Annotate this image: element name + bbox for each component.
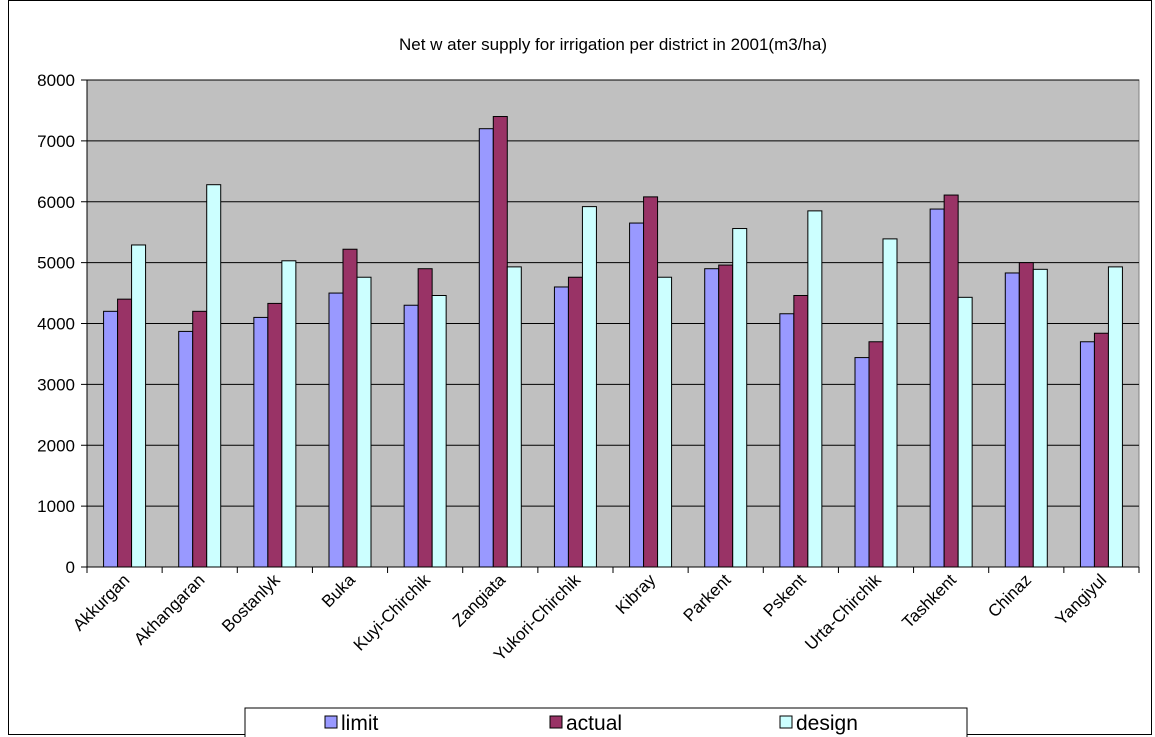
bar-limit-yukori-chirchik (553, 286, 569, 568)
bar-limit-akkurgan (103, 310, 119, 568)
x-tick-label: Urta-Chirchik (801, 570, 885, 654)
bar-actual-urta-chirchik (868, 341, 884, 568)
x-tick-label: Zangiata (449, 570, 510, 631)
y-tick-label: 5000 (37, 254, 75, 273)
legend-box (244, 707, 968, 737)
bar-limit-tashkent (929, 208, 945, 568)
y-tick-label: 6000 (37, 193, 75, 212)
bar-design-tashkent (957, 296, 973, 568)
x-tick-label: Yangiyul (1052, 570, 1111, 629)
legend-swatch-actual (549, 715, 563, 729)
bar-actual-buka (342, 248, 358, 568)
plot-area: 0 1000 2000 3000 4000 5000 6000 7000 8000 Akkurga… (37, 71, 1140, 665)
bar-limit-yangiyul (1079, 341, 1095, 568)
bar-actual-bostanlyk (267, 302, 283, 568)
bar-design-kibray (657, 276, 673, 568)
bar-actual-zangiata (492, 116, 508, 568)
legend-swatch-design (779, 715, 793, 729)
y-tick-label: 1000 (37, 497, 75, 516)
bar-design-parkent (732, 228, 748, 568)
bar-actual-chinaz (1018, 262, 1034, 568)
x-tick-label: Kibray (612, 570, 660, 618)
x-tick-label: Tashkent (898, 570, 960, 632)
legend-swatch-limit (324, 715, 338, 729)
bar-limit-buka (328, 292, 344, 568)
chart-title: Net w ater supply for irrigation per dis… (399, 35, 827, 54)
bar-actual-kuyi-chirchik (417, 268, 433, 568)
bar-design-akhangaran (206, 184, 222, 568)
bar-design-urta-chirchik (882, 238, 898, 568)
bar-limit-zangiata (478, 128, 494, 568)
x-tick-label: Akhangaran (130, 570, 208, 648)
bar-actual-yukori-chirchik (567, 276, 583, 568)
bar-limit-bostanlyk (253, 316, 269, 568)
y-tick-label: 8000 (37, 71, 75, 90)
bar-limit-kuyi-chirchik (403, 304, 419, 568)
legend-label-limit: limit (341, 712, 378, 735)
bar-design-pskent (807, 210, 823, 568)
bar-design-buka (356, 276, 372, 568)
bar-limit-kibray (629, 222, 645, 568)
bar-actual-kibray (643, 196, 659, 568)
bar-design-yangiyul (1107, 266, 1123, 568)
bar-actual-akkurgan (117, 298, 133, 568)
bar-design-zangiata (506, 266, 522, 568)
x-tick-label: Pskent (759, 570, 809, 620)
x-tick-label: Parkent (680, 570, 735, 625)
bar-design-chinaz (1032, 268, 1048, 568)
x-tick-label: Chinaz (984, 570, 1035, 621)
bar-limit-parkent (704, 268, 720, 568)
x-tick-label: Kuyi-Chirchik (350, 570, 435, 655)
bar-design-yukori-chirchik (581, 206, 597, 568)
bar-actual-yangiyul (1093, 332, 1109, 568)
bar-actual-pskent (793, 294, 809, 568)
bar-actual-tashkent (943, 194, 959, 568)
legend-label-actual: actual (566, 712, 622, 735)
x-tick-label: Bostanlyk (218, 570, 284, 636)
y-tick-label: 7000 (37, 132, 75, 151)
bar-design-bostanlyk (281, 260, 297, 568)
bar-design-akkurgan (131, 244, 147, 568)
bar-limit-urta-chirchik (854, 357, 870, 568)
y-tick-label: 2000 (37, 436, 75, 455)
x-tick-label: Akkurgan (69, 570, 133, 634)
bar-limit-chinaz (1004, 272, 1020, 568)
y-tick-label: 0 (66, 558, 75, 577)
legend-label-design: design (796, 712, 858, 735)
bar-limit-pskent (779, 313, 795, 568)
bar-limit-akhangaran (178, 330, 194, 568)
legend: limit actual design (244, 707, 968, 737)
bar-design-kuyi-chirchik (431, 294, 447, 568)
y-tick-label: 4000 (37, 315, 75, 334)
x-tick-label: Buka (318, 570, 359, 611)
y-tick-label: 3000 (37, 375, 75, 394)
bar-actual-akhangaran (192, 310, 208, 568)
bar-actual-parkent (718, 264, 734, 568)
